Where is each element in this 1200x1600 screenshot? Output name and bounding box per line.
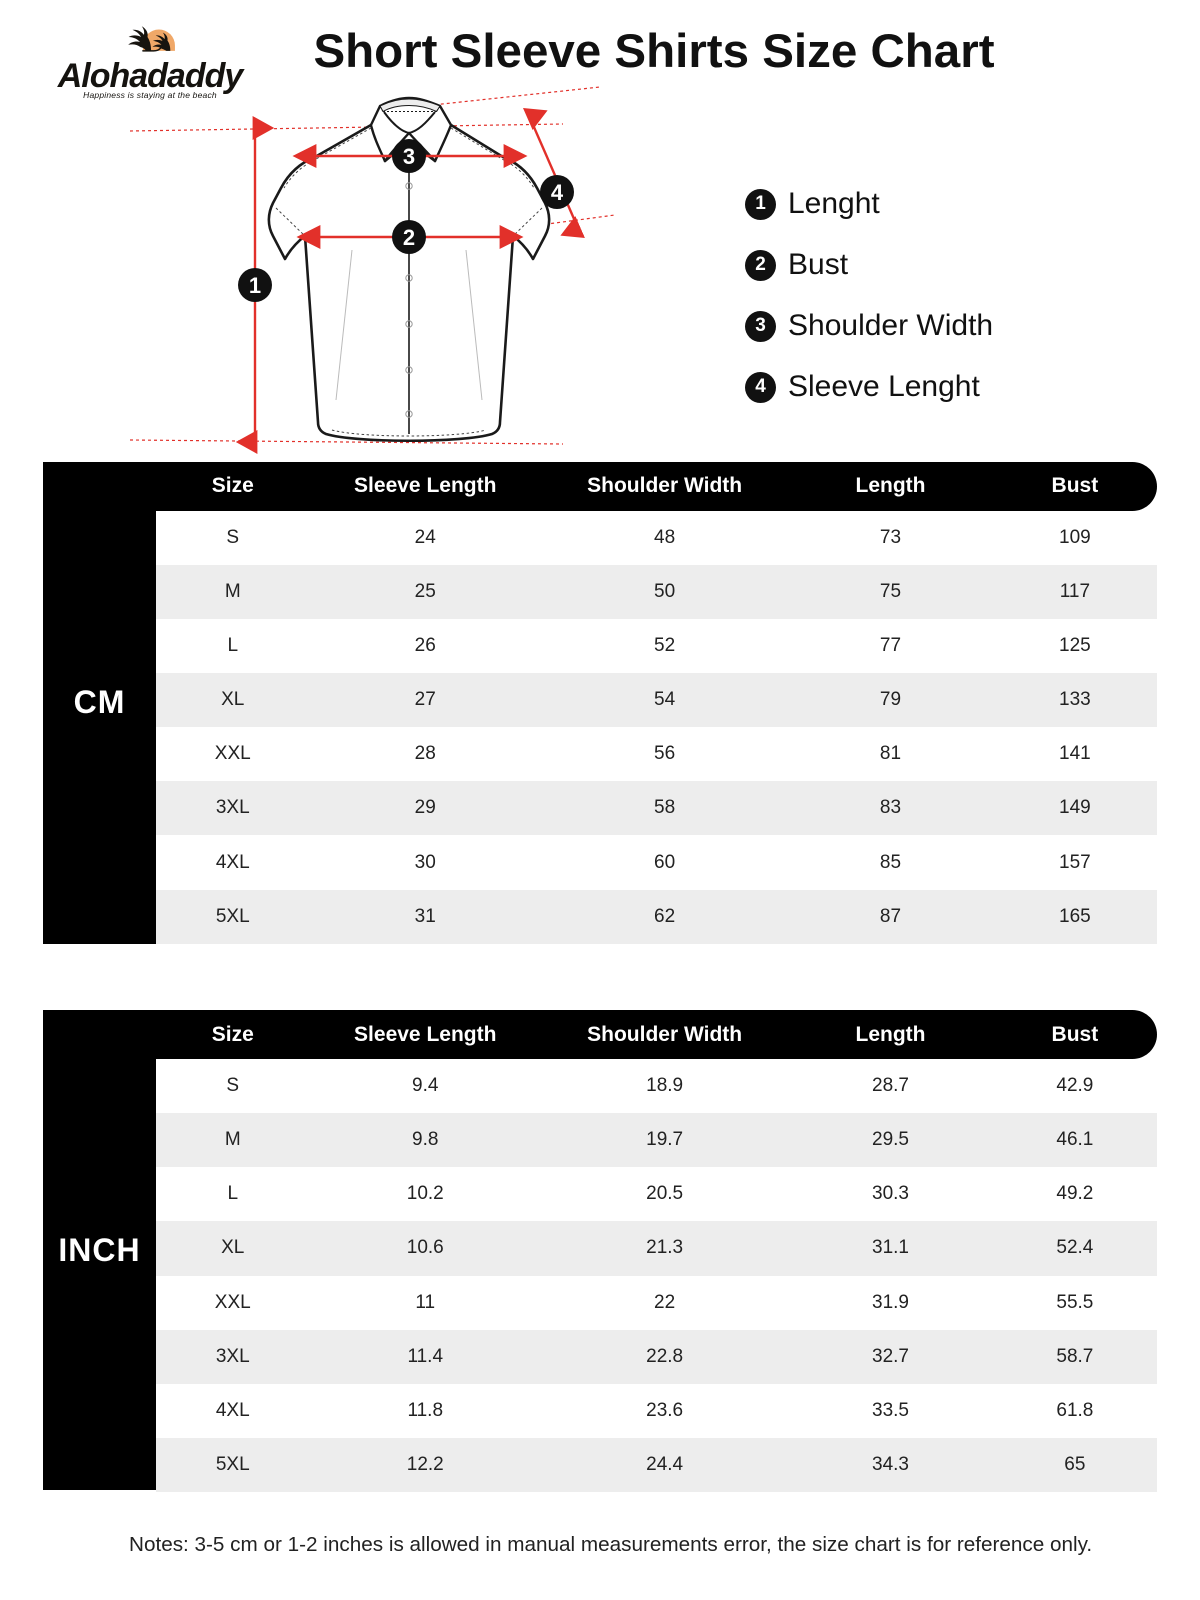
svg-text:4: 4 [551,180,564,205]
svg-text:3: 3 [403,144,415,169]
svg-text:2: 2 [403,225,415,250]
svg-text:1: 1 [249,273,261,298]
